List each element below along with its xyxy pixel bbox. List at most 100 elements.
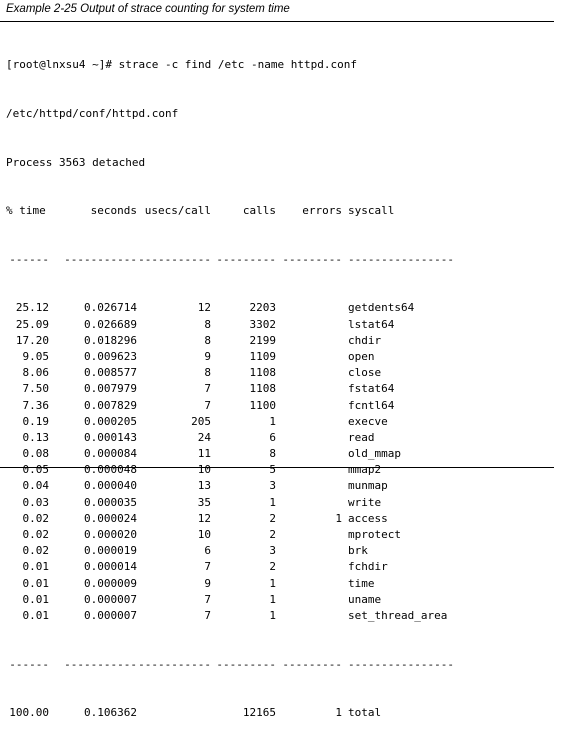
- separator-row: ------ ---------------------- --------- ---…: [6, 252, 454, 268]
- table-row: 25.12 0.026714 12 2203 getdents64: [6, 300, 454, 316]
- table-row: 8.06 0.008577 8 1108 close: [6, 365, 454, 381]
- row-calls: 1100: [249, 398, 277, 412]
- row-calls: 1108: [249, 366, 277, 380]
- row-time: 0.08: [22, 447, 50, 461]
- row-seconds: 0.009623: [84, 349, 137, 363]
- header-calls: calls: [242, 204, 276, 218]
- total-calls: 12165: [242, 706, 276, 720]
- table-row: 7.50 0.007979 7 1108 fstat64: [6, 381, 454, 397]
- row-usecs: 35: [197, 495, 211, 509]
- row-syscall: read: [348, 430, 375, 444]
- header-syscall: syscall: [348, 204, 395, 218]
- row-syscall: munmap: [348, 479, 388, 493]
- total-row: 100.00 0.106362 12165 1 total: [6, 705, 454, 721]
- row-time: 0.01: [22, 560, 50, 574]
- separator-row: ------ ---------------------- --------- ---…: [6, 657, 454, 673]
- row-calls: 2199: [249, 333, 277, 347]
- total-errors: 1: [335, 706, 342, 720]
- row-seconds: 0.008577: [84, 366, 137, 380]
- table-row: 25.09 0.026689 8 3302 lstat64: [6, 317, 454, 333]
- output-path-line: /etc/httpd/conf/httpd.conf: [6, 107, 179, 120]
- process-detached-line: Process 3563 detached: [6, 155, 146, 169]
- row-seconds: 0.000007: [84, 592, 137, 606]
- row-usecs: 24: [197, 430, 211, 444]
- row-usecs: 6: [204, 544, 211, 558]
- row-time: 9.05: [22, 349, 50, 363]
- separator-seconds: -----------: [64, 252, 137, 266]
- row-usecs: 10: [197, 463, 211, 477]
- separator-calls: ---------: [216, 657, 276, 671]
- row-calls: 1: [269, 576, 276, 590]
- row-seconds: 0.007979: [84, 382, 137, 396]
- bottom-rule: [0, 467, 554, 468]
- row-calls: 2: [269, 511, 276, 525]
- row-calls: 2203: [249, 301, 277, 315]
- row-time: 7.36: [22, 398, 50, 412]
- row-time: 0.02: [22, 528, 50, 541]
- row-seconds: 0.000143: [84, 430, 137, 444]
- table-row: 0.02 0.000020 10 2 mprotect: [6, 527, 454, 543]
- table-row: 17.20 0.018296 8 2199 chdir: [6, 333, 454, 349]
- row-time: 0.02: [22, 544, 50, 558]
- row-usecs: 7: [204, 382, 211, 396]
- row-syscall: open: [348, 349, 375, 363]
- table-row: 0.08 0.000084 11 8 old_mmap: [6, 446, 454, 462]
- row-seconds: 0.000020: [84, 528, 137, 541]
- header-seconds: seconds: [90, 204, 137, 218]
- row-calls: 6: [269, 430, 276, 444]
- separator-calls: ---------: [216, 252, 276, 266]
- separator-time: ------: [9, 252, 49, 266]
- row-syscall: fchdir: [348, 560, 388, 574]
- row-time: 8.06: [22, 366, 50, 380]
- row-calls: 1: [269, 608, 276, 622]
- row-calls: 1108: [249, 382, 277, 396]
- row-time: 0.01: [22, 576, 50, 590]
- row-calls: 3302: [249, 317, 277, 331]
- row-calls: 2: [269, 528, 276, 541]
- row-syscall: execve: [348, 414, 388, 428]
- table-row: 0.02 0.000024 12 2 1 access: [6, 511, 454, 527]
- row-usecs: 10: [197, 528, 211, 541]
- row-calls: 1: [269, 495, 276, 509]
- table-row: 0.01 0.000014 7 2 fchdir: [6, 559, 454, 575]
- row-seconds: 0.007829: [84, 398, 137, 412]
- row-seconds: 0.000024: [84, 511, 137, 525]
- column-header-row: % time seconds usecs/call calls errors syscal…: [6, 203, 454, 219]
- row-usecs: 8: [204, 366, 211, 380]
- row-time: 0.19: [22, 414, 50, 428]
- row-seconds: 0.000048: [84, 463, 137, 477]
- row-time: 0.01: [22, 592, 50, 606]
- row-time: 25.09: [15, 317, 49, 331]
- strace-output: [root@lnxsu4 ~]# strace -c find /etc -na…: [6, 25, 454, 738]
- row-seconds: 0.000014: [84, 560, 137, 574]
- row-syscall: brk: [348, 544, 368, 558]
- table-row: 0.19 0.000205 205 1 execve: [6, 414, 454, 430]
- row-time: 25.12: [15, 301, 49, 315]
- example-caption: Example 2-25 Output of strace counting f…: [6, 3, 290, 15]
- row-seconds: 0.000019: [84, 544, 137, 558]
- row-usecs: 7: [204, 592, 211, 606]
- row-seconds: 0.018296: [84, 333, 137, 347]
- row-syscall: close: [348, 366, 382, 380]
- row-time: 17.20: [15, 333, 49, 347]
- row-time: 0.02: [22, 511, 50, 525]
- top-rule: [0, 21, 554, 22]
- header-errors: errors: [302, 204, 342, 218]
- row-seconds: 0.000007: [84, 608, 137, 622]
- separator-seconds: -----------: [64, 657, 137, 671]
- row-usecs: 11: [197, 447, 211, 461]
- total-seconds: 0.106362: [84, 706, 137, 720]
- row-errors: 1: [335, 511, 342, 525]
- row-time: 0.04: [22, 479, 50, 493]
- table-row: 0.05 0.000048 10 5 mmap2: [6, 462, 454, 478]
- row-usecs: 7: [204, 608, 211, 622]
- row-syscall: fstat64: [348, 382, 395, 396]
- row-calls: 1: [269, 592, 276, 606]
- row-seconds: 0.000040: [84, 479, 137, 493]
- row-usecs: 7: [204, 398, 211, 412]
- table-row: 7.36 0.007829 7 1100 fcntl64: [6, 398, 454, 414]
- table-row: 0.03 0.000035 35 1 write: [6, 495, 454, 511]
- row-time: 7.50: [22, 382, 50, 396]
- table-row: 0.01 0.000007 7 1 set_thread_area: [6, 608, 454, 624]
- row-syscall: old_mmap: [348, 447, 401, 461]
